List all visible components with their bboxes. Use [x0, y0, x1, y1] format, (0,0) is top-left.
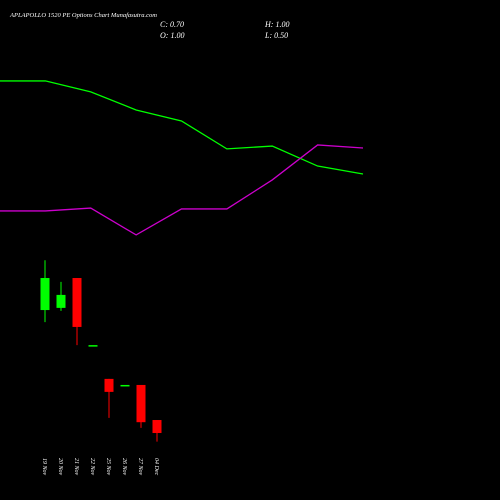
- high-label: H: 1.00: [264, 20, 289, 29]
- x-tick-label: 20 Nov: [57, 458, 63, 476]
- candle-body: [40, 278, 50, 311]
- candle-body: [72, 278, 82, 327]
- x-tick-label: 26 Nov: [121, 458, 127, 476]
- x-tick-label: 19 Nov: [41, 458, 47, 476]
- candle-body: [56, 294, 66, 308]
- candle-body: [88, 345, 98, 347]
- low-label: L: 0.50: [264, 31, 288, 40]
- indicator-line: [0, 144, 364, 236]
- x-tick-label: 04 Dec: [153, 458, 160, 475]
- x-tick-label: 22 Nov: [89, 458, 95, 476]
- x-tick-label: 21 Nov: [73, 458, 79, 476]
- open-label: O: 1.00: [160, 31, 184, 40]
- candle-body: [136, 384, 146, 423]
- close-label: C: 0.70: [160, 20, 184, 29]
- x-tick-label: 25 Nov: [105, 458, 111, 476]
- chart-title: APLAPOLLO 1520 PE Options Chart Munafasu…: [9, 12, 157, 19]
- candle-body: [120, 384, 130, 387]
- x-tick-label: 27 Nov: [137, 458, 143, 476]
- candle-body: [104, 378, 114, 392]
- indicator-line: [0, 80, 364, 175]
- candle-body: [152, 420, 162, 434]
